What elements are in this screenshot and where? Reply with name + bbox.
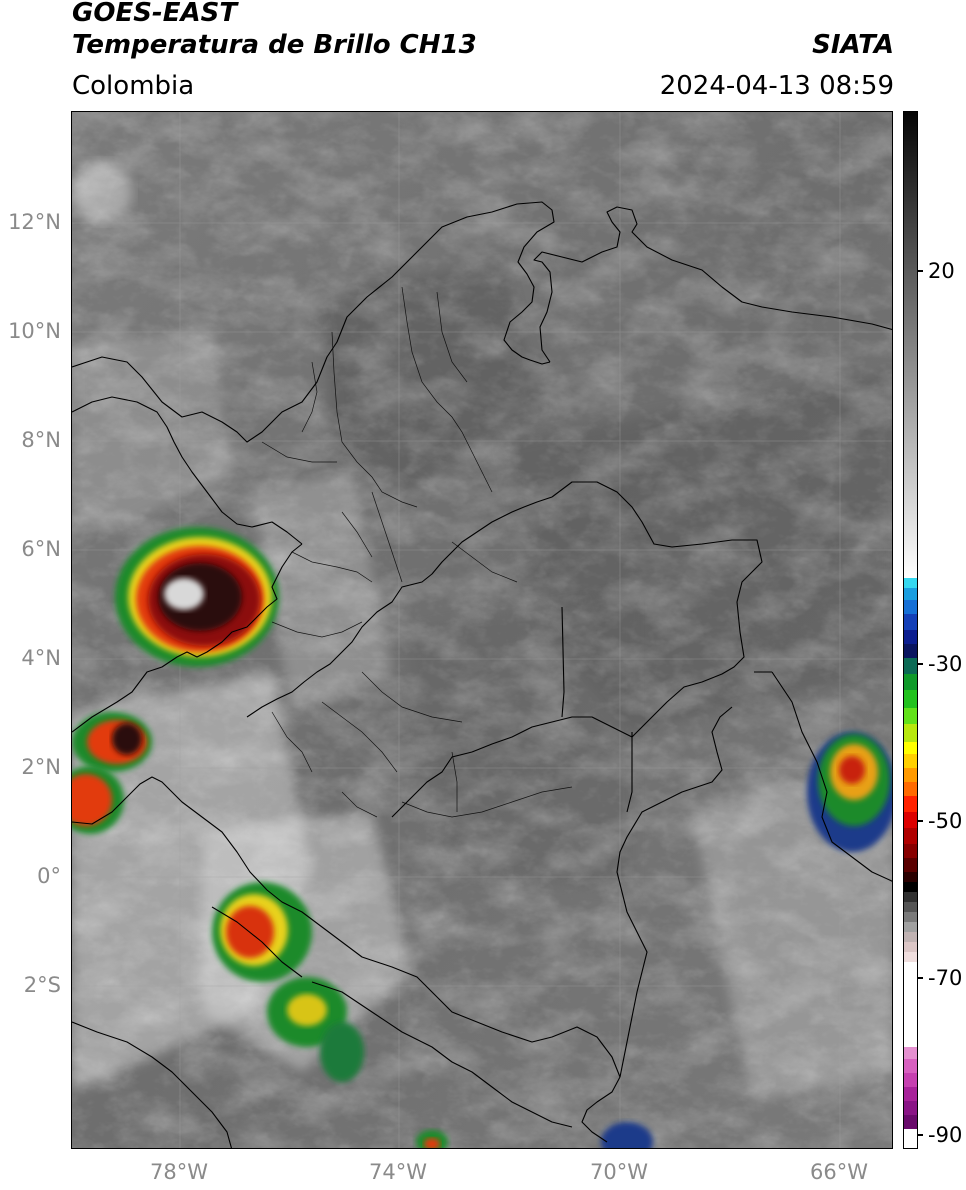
colorbar-tick-30 <box>917 663 923 665</box>
convective-cell-ecuador <box>212 882 364 1082</box>
lat-tick-12n: 12°N <box>8 210 61 234</box>
lat-tick-6n: 6°N <box>21 537 61 561</box>
lat-tick-0: 0° <box>37 864 61 888</box>
datetime-label: 2024-04-13 08:59 <box>659 71 894 101</box>
product-title: Temperatura de Brillo CH13 <box>72 30 477 60</box>
brand-label: SIATA <box>812 30 894 60</box>
colorbar-label-neg50: -50 <box>928 809 963 833</box>
colorbar-tick-20 <box>917 270 923 272</box>
lat-tick-4n: 4°N <box>21 646 61 670</box>
colorbar-label-neg70: -70 <box>928 966 963 990</box>
lat-tick-2s: 2°S <box>23 973 61 997</box>
lat-tick-8n: 8°N <box>21 428 61 452</box>
coastline-borders <box>72 201 892 1148</box>
lon-tick-78w: 78°W <box>150 1160 208 1184</box>
department-borders <box>261 286 573 818</box>
region-label: Colombia <box>72 71 195 101</box>
convective-cell-venezuela <box>807 732 892 852</box>
colorbar-tick-70 <box>917 977 923 979</box>
convective-cell-pacific <box>72 712 152 834</box>
lon-tick-70w: 70°W <box>590 1160 648 1184</box>
colorbar-label-neg90: -90 <box>928 1123 963 1147</box>
colorbar-tick-50 <box>917 820 923 822</box>
colorbar <box>903 111 918 1149</box>
colorbar-label-20: 20 <box>928 259 955 283</box>
lon-tick-74w: 74°W <box>369 1160 427 1184</box>
convective-cell-choco <box>115 527 279 667</box>
satellite-map[interactable] <box>71 111 893 1149</box>
satellite-title: GOES-EAST <box>72 0 238 28</box>
lat-tick-2n: 2°N <box>21 755 61 779</box>
convective-cell-south <box>416 1122 653 1148</box>
colorbar-label-neg30: -30 <box>928 652 963 676</box>
lat-tick-10n: 10°N <box>8 319 61 343</box>
colorbar-tick-90 <box>917 1134 923 1136</box>
lon-tick-66w: 66°W <box>810 1160 868 1184</box>
